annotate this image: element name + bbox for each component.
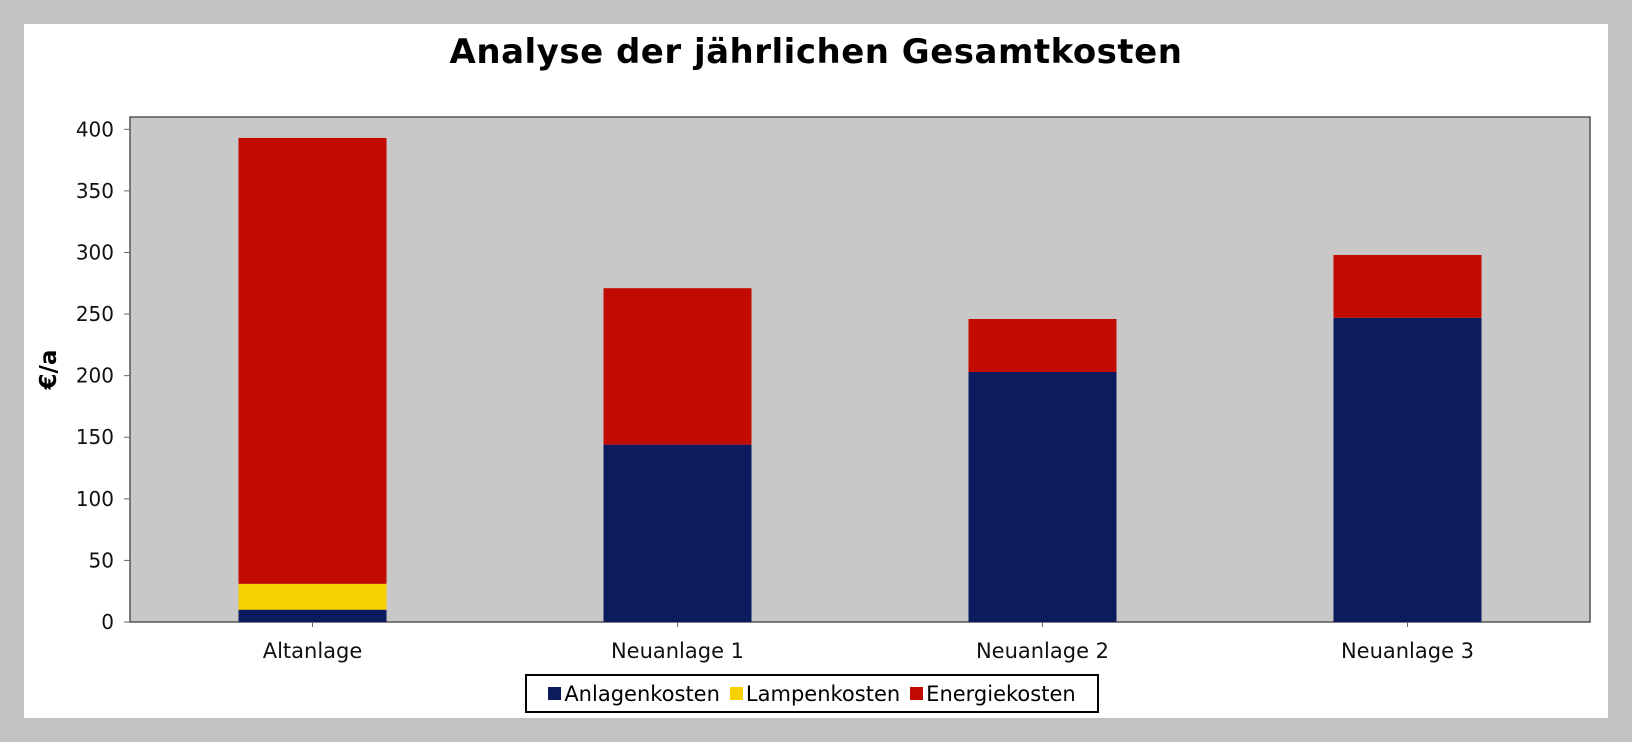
bar-segment — [238, 137, 387, 584]
y-tick-label: 50 — [89, 548, 114, 572]
y-tick-label: 200 — [76, 364, 114, 388]
legend-label: Lampenkosten — [745, 681, 901, 706]
bar-segment — [603, 288, 752, 445]
y-tick-label: 400 — [76, 117, 114, 141]
bar-segment — [968, 319, 1117, 372]
bar-segment — [238, 583, 387, 610]
y-tick-label: 250 — [76, 302, 114, 326]
y-tick-label: 300 — [76, 240, 114, 264]
legend-item: Energiekosten — [910, 682, 1076, 706]
legend-swatch — [548, 687, 562, 700]
x-tick-label: Altanlage — [263, 639, 363, 663]
x-tick-label: Neuanlage 2 — [976, 639, 1109, 663]
legend-item: Anlagenkosten — [548, 682, 720, 706]
legend-label: Anlagenkosten — [564, 681, 720, 706]
legend-label: Energiekosten — [926, 681, 1076, 706]
y-tick-label: 0 — [101, 610, 114, 634]
y-tick-label: 150 — [76, 425, 114, 449]
bar-segment — [603, 444, 752, 622]
bar-segment — [968, 371, 1117, 622]
x-tick-label: Neuanlage 1 — [611, 639, 744, 663]
legend-item: Lampenkosten — [729, 681, 901, 706]
y-tick-label: 100 — [76, 487, 114, 511]
bar-segment — [238, 609, 387, 622]
chart-title: Analyse der jährlichen Gesamtkosten — [449, 32, 1183, 72]
y-axis-title: €/a — [36, 350, 62, 391]
legend-swatch — [729, 687, 743, 700]
bar-segment — [1333, 254, 1482, 318]
legend-swatch — [910, 687, 924, 700]
chart-legend: Anlagenkosten Lampenkosten Energiekosten — [525, 674, 1099, 713]
y-tick-label: 350 — [76, 179, 114, 203]
x-tick-label: Neuanlage 3 — [1341, 639, 1474, 663]
bar-segment — [1333, 317, 1482, 622]
